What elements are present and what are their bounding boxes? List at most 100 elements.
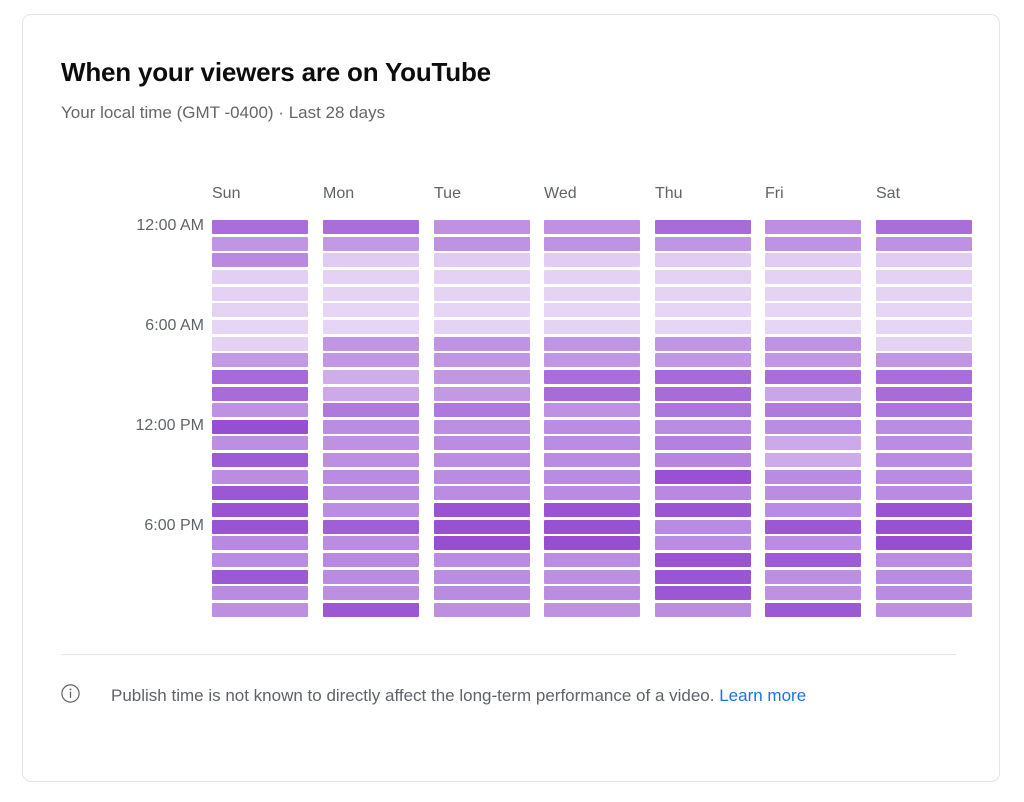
- heatmap-cell[interactable]: [434, 253, 530, 268]
- heatmap-cell[interactable]: [876, 486, 972, 501]
- heatmap-cell[interactable]: [655, 486, 751, 501]
- heatmap-cell[interactable]: [655, 319, 751, 334]
- heatmap-cell[interactable]: [765, 436, 861, 451]
- heatmap-cell[interactable]: [544, 269, 640, 284]
- heatmap-cell[interactable]: [544, 303, 640, 318]
- heatmap-cell[interactable]: [434, 469, 530, 484]
- heatmap-cell[interactable]: [434, 453, 530, 468]
- heatmap-cell[interactable]: [544, 353, 640, 368]
- heatmap-cell[interactable]: [655, 453, 751, 468]
- heatmap-cell[interactable]: [876, 503, 972, 518]
- heatmap-cell[interactable]: [323, 403, 419, 418]
- heatmap-cell[interactable]: [544, 602, 640, 617]
- heatmap-cell[interactable]: [212, 602, 308, 617]
- heatmap-cell[interactable]: [876, 519, 972, 534]
- heatmap-cell[interactable]: [212, 286, 308, 301]
- heatmap-cell[interactable]: [323, 253, 419, 268]
- heatmap-cell[interactable]: [544, 553, 640, 567]
- heatmap-cell[interactable]: [323, 220, 419, 234]
- heatmap-cell[interactable]: [434, 369, 530, 384]
- heatmap-cell[interactable]: [765, 469, 861, 484]
- heatmap-cell[interactable]: [544, 236, 640, 251]
- heatmap-cell[interactable]: [212, 553, 308, 567]
- heatmap-cell[interactable]: [323, 602, 419, 617]
- heatmap-cell[interactable]: [765, 253, 861, 268]
- heatmap-cell[interactable]: [323, 553, 419, 567]
- heatmap-cell[interactable]: [765, 369, 861, 384]
- heatmap-cell[interactable]: [212, 503, 308, 518]
- heatmap-cell[interactable]: [323, 303, 419, 318]
- heatmap-cell[interactable]: [544, 586, 640, 601]
- heatmap-cell[interactable]: [544, 403, 640, 418]
- heatmap-cell[interactable]: [212, 419, 308, 434]
- heatmap-cell[interactable]: [434, 486, 530, 501]
- heatmap-cell[interactable]: [765, 503, 861, 518]
- heatmap-cell[interactable]: [434, 236, 530, 251]
- heatmap-cell[interactable]: [655, 519, 751, 534]
- heatmap-cell[interactable]: [212, 486, 308, 501]
- heatmap-cell[interactable]: [212, 453, 308, 468]
- heatmap-cell[interactable]: [655, 269, 751, 284]
- heatmap-cell[interactable]: [212, 436, 308, 451]
- heatmap-cell[interactable]: [212, 586, 308, 601]
- heatmap-cell[interactable]: [655, 336, 751, 351]
- heatmap-cell[interactable]: [212, 353, 308, 368]
- heatmap-cell[interactable]: [876, 253, 972, 268]
- heatmap-cell[interactable]: [655, 553, 751, 567]
- heatmap-cell[interactable]: [544, 419, 640, 434]
- heatmap-cell[interactable]: [323, 236, 419, 251]
- heatmap-cell[interactable]: [765, 519, 861, 534]
- heatmap-cell[interactable]: [544, 503, 640, 518]
- heatmap-cell[interactable]: [765, 602, 861, 617]
- heatmap-cell[interactable]: [323, 519, 419, 534]
- heatmap-cell[interactable]: [434, 536, 530, 551]
- heatmap-cell[interactable]: [655, 569, 751, 584]
- heatmap-cell[interactable]: [544, 336, 640, 351]
- heatmap-cell[interactable]: [876, 553, 972, 567]
- heatmap-cell[interactable]: [655, 436, 751, 451]
- heatmap-cell[interactable]: [323, 586, 419, 601]
- heatmap-cell[interactable]: [655, 403, 751, 418]
- heatmap-cell[interactable]: [765, 269, 861, 284]
- heatmap-cell[interactable]: [655, 602, 751, 617]
- heatmap-cell[interactable]: [765, 303, 861, 318]
- heatmap-cell[interactable]: [323, 353, 419, 368]
- heatmap-cell[interactable]: [544, 486, 640, 501]
- heatmap-cell[interactable]: [655, 303, 751, 318]
- heatmap-cell[interactable]: [323, 386, 419, 401]
- heatmap-cell[interactable]: [876, 369, 972, 384]
- heatmap-cell[interactable]: [765, 569, 861, 584]
- heatmap-cell[interactable]: [544, 453, 640, 468]
- heatmap-cell[interactable]: [323, 419, 419, 434]
- heatmap-cell[interactable]: [323, 486, 419, 501]
- heatmap-cell[interactable]: [876, 602, 972, 617]
- heatmap-cell[interactable]: [765, 286, 861, 301]
- heatmap-cell[interactable]: [434, 602, 530, 617]
- heatmap-cell[interactable]: [765, 553, 861, 567]
- heatmap-cell[interactable]: [765, 236, 861, 251]
- heatmap-cell[interactable]: [655, 369, 751, 384]
- heatmap-cell[interactable]: [765, 319, 861, 334]
- heatmap-cell[interactable]: [876, 336, 972, 351]
- heatmap-cell[interactable]: [876, 436, 972, 451]
- heatmap-cell[interactable]: [876, 319, 972, 334]
- heatmap-cell[interactable]: [876, 469, 972, 484]
- heatmap-cell[interactable]: [544, 436, 640, 451]
- heatmap-cell[interactable]: [655, 220, 751, 234]
- heatmap-cell[interactable]: [765, 386, 861, 401]
- heatmap-cell[interactable]: [655, 469, 751, 484]
- heatmap-cell[interactable]: [434, 336, 530, 351]
- heatmap-cell[interactable]: [212, 253, 308, 268]
- heatmap-cell[interactable]: [544, 286, 640, 301]
- heatmap-cell[interactable]: [544, 386, 640, 401]
- heatmap-cell[interactable]: [655, 253, 751, 268]
- heatmap-cell[interactable]: [765, 353, 861, 368]
- heatmap-cell[interactable]: [212, 536, 308, 551]
- heatmap-cell[interactable]: [655, 353, 751, 368]
- heatmap-cell[interactable]: [876, 286, 972, 301]
- heatmap-cell[interactable]: [544, 536, 640, 551]
- heatmap-cell[interactable]: [323, 369, 419, 384]
- heatmap-cell[interactable]: [655, 536, 751, 551]
- heatmap-cell[interactable]: [323, 336, 419, 351]
- heatmap-cell[interactable]: [434, 386, 530, 401]
